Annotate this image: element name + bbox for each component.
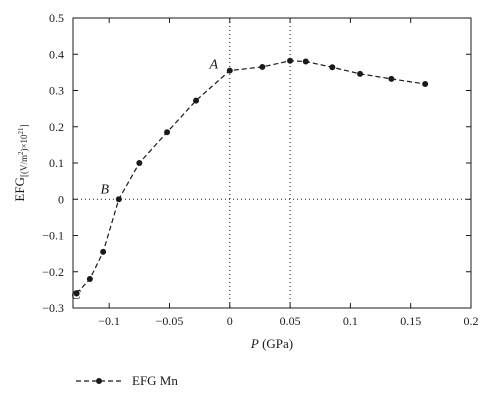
- data-point: [86, 276, 93, 282]
- y-tick-label: −0.3: [42, 301, 64, 315]
- axis-ticks: −0.1 −0.05 0 0.05 0.1 0.15 0.2 −0.3 −0.2 −0.1 0 0.1…: [42, 11, 478, 328]
- x-tick-label: 0.2: [464, 314, 479, 328]
- data-point: [287, 57, 294, 64]
- data-point: [136, 160, 143, 166]
- series-line: [76, 60, 426, 294]
- series-layer: [73, 57, 429, 297]
- annotations: A B C: [71, 58, 218, 303]
- y-tick-label: 0.2: [49, 120, 64, 134]
- y-tick-label: 0.3: [49, 84, 64, 98]
- y-tick-label: −0.1: [42, 229, 64, 243]
- x-tick-label: −0.05: [156, 314, 184, 328]
- plot-frame: [72, 17, 472, 309]
- y-tick-label: 0.4: [49, 47, 64, 61]
- annotation-label: B: [101, 182, 110, 197]
- y-tick-label: 0.1: [49, 156, 64, 170]
- x-axis-unit: (GPa): [259, 336, 293, 351]
- data-point: [115, 196, 122, 203]
- x-tick-label: 0: [227, 314, 233, 328]
- y-axis-end: ]: [19, 124, 29, 127]
- legend-label: EFG Mn: [132, 373, 178, 388]
- y-axis-label: EFG[(V/m2)×1021]: [12, 124, 29, 201]
- data-point: [302, 58, 309, 65]
- y-axis-sup2: 21: [17, 127, 25, 135]
- y-tick-label: 0: [58, 192, 64, 206]
- y-axis-main: EFG: [12, 177, 27, 202]
- annotation-label: C: [71, 288, 81, 303]
- data-point: [329, 64, 336, 71]
- x-tick-label: −0.1: [98, 314, 120, 328]
- data-point: [259, 63, 266, 70]
- data-point: [164, 129, 171, 136]
- y-tick-label: 0.5: [49, 11, 64, 25]
- data-point: [193, 97, 200, 104]
- x-tick-label: 0.1: [343, 314, 358, 328]
- data-point: [73, 290, 80, 297]
- reference-lines: [73, 18, 471, 308]
- legend-marker: [96, 378, 102, 384]
- x-tick-label: 0.15: [400, 314, 421, 328]
- y-tick-label: −0.2: [42, 265, 64, 279]
- y-axis-sub: [(V/m: [19, 155, 29, 177]
- x-axis-label: P (GPa): [250, 336, 293, 351]
- x-tick-label: 0.05: [280, 314, 301, 328]
- data-point: [422, 80, 429, 87]
- legend: EFG Mn: [76, 373, 178, 388]
- annotation-label: A: [209, 58, 219, 73]
- data-point: [357, 70, 364, 77]
- data-point: [100, 248, 107, 255]
- data-point: [226, 67, 233, 74]
- data-point: [388, 75, 395, 82]
- y-axis-mid: )×10: [19, 134, 29, 152]
- y-axis-sup1: 2: [17, 151, 25, 155]
- x-axis-variable: P: [250, 336, 259, 351]
